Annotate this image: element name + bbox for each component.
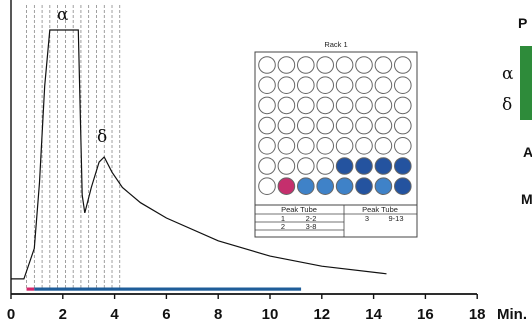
rack-well	[316, 116, 335, 135]
table-header-right: Peak Tube	[362, 205, 398, 214]
table-cell: 9-13	[388, 214, 403, 223]
rack-well	[374, 76, 393, 94]
side-panel-letter-m: M	[521, 191, 532, 207]
rack-well	[258, 157, 276, 175]
rack-well	[394, 56, 412, 74]
rack-well	[258, 116, 276, 135]
rack-well	[277, 96, 296, 115]
rack-well	[335, 96, 354, 115]
rack-well	[277, 157, 296, 175]
rack-well	[335, 177, 354, 195]
rack-well	[355, 177, 373, 195]
rack-well	[316, 56, 335, 74]
rack-well	[355, 116, 373, 135]
rack-well	[335, 76, 354, 94]
absorbance-trace	[11, 29, 387, 280]
table-cell: 2-2	[306, 214, 317, 223]
rack-well	[258, 177, 276, 195]
x-axis-ticks	[10, 294, 478, 299]
rack-well	[277, 56, 296, 74]
rack-well	[374, 177, 393, 195]
fraction-collection-bar	[26, 287, 35, 291]
rack-well	[394, 137, 412, 155]
rack-well	[258, 56, 276, 74]
rack-well	[258, 96, 276, 115]
x-tick-label: 8	[214, 306, 222, 323]
rack-well	[277, 137, 296, 155]
x-tick-label: 2	[59, 306, 67, 323]
side-panel-title: P	[518, 15, 527, 31]
side-panel-delta: δ	[502, 95, 512, 115]
table-cell: 1	[281, 214, 285, 223]
rack-well	[277, 177, 296, 195]
table-cell: 2	[281, 222, 285, 231]
table-cell: 3	[365, 214, 369, 223]
rack-well	[374, 157, 393, 175]
peak-label-delta: δ	[97, 127, 107, 147]
rack-well	[277, 116, 296, 135]
rack-well	[297, 137, 315, 155]
x-axis-tick-labels: 0 2 4 6 8 10 12 14 16 18	[7, 306, 486, 323]
rack-inset: Rack 1 Peak Tube Peak Tube 1 2-2 3 9-13 …	[254, 40, 418, 238]
rack-well	[374, 56, 393, 74]
rack-well	[297, 116, 315, 135]
peak-label-alpha: α	[57, 5, 69, 25]
table-header-left: Peak Tube	[281, 205, 317, 214]
rack-well	[355, 76, 373, 94]
side-panel-green-block	[520, 46, 532, 120]
rack-well	[297, 76, 315, 94]
x-tick-label: 10	[262, 306, 279, 323]
side-panel-letter-a: A	[523, 144, 532, 160]
rack-well	[335, 116, 354, 135]
rack-wells	[258, 56, 412, 195]
x-tick-label: 18	[469, 306, 486, 323]
rack-well	[316, 137, 335, 155]
rack-title: Rack 1	[324, 40, 347, 49]
x-axis-label: Min.	[497, 306, 527, 323]
rack-well	[316, 157, 335, 175]
collection-bars	[26, 287, 302, 291]
rack-well	[394, 116, 412, 135]
fraction-lines	[26, 5, 121, 288]
rack-well	[316, 96, 335, 115]
rack-well	[316, 177, 335, 195]
rack-well	[316, 76, 335, 94]
rack-well	[335, 137, 354, 155]
x-tick-label: 4	[110, 306, 119, 323]
x-tick-label: 12	[313, 306, 330, 323]
rack-well	[355, 157, 373, 175]
rack-well	[297, 177, 315, 195]
rack-well	[374, 96, 393, 115]
rack-well	[355, 96, 373, 115]
rack-well	[297, 96, 315, 115]
rack-well	[374, 116, 393, 135]
x-tick-label: 0	[7, 306, 15, 323]
fraction-collection-bar	[34, 287, 302, 291]
rack-well	[355, 137, 373, 155]
rack-well	[355, 56, 373, 74]
x-tick-label: 16	[417, 306, 434, 323]
rack-well	[394, 96, 412, 115]
rack-well	[394, 177, 412, 195]
side-panel: P α δ A M	[502, 15, 532, 207]
rack-well	[297, 56, 315, 74]
rack-well	[258, 76, 276, 94]
rack-well	[374, 137, 393, 155]
rack-well	[335, 157, 354, 175]
rack-well	[394, 76, 412, 94]
rack-well	[335, 56, 354, 74]
x-tick-label: 14	[365, 306, 382, 323]
rack-well	[394, 157, 412, 175]
x-tick-label: 6	[162, 306, 170, 323]
side-panel-alpha: α	[502, 64, 514, 84]
rack-well	[297, 157, 315, 175]
rack-peak-table: Peak Tube Peak Tube 1 2-2 3 9-13 2 3-8	[255, 204, 417, 237]
rack-well	[277, 76, 296, 94]
table-cell: 3-8	[306, 222, 317, 231]
rack-well	[258, 137, 276, 155]
